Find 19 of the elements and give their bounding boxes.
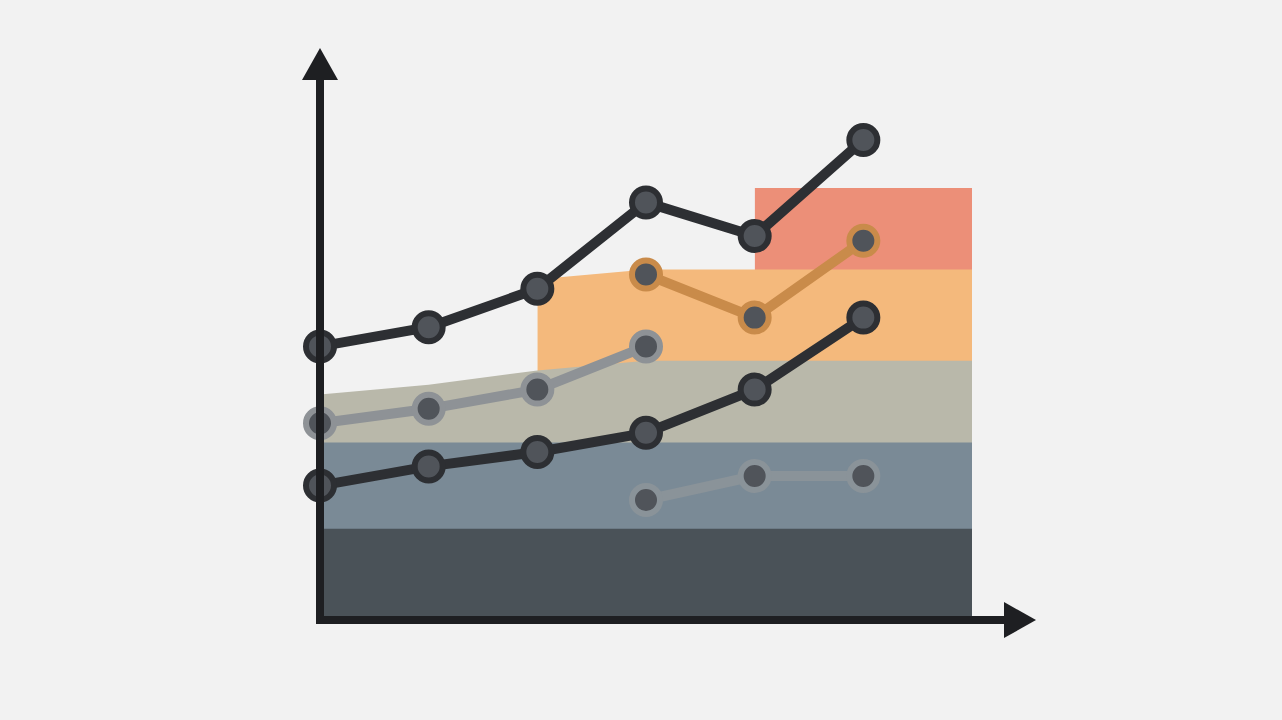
point xyxy=(846,223,881,258)
point xyxy=(846,459,881,493)
point xyxy=(411,449,446,484)
point xyxy=(411,310,446,345)
point xyxy=(629,329,663,364)
point xyxy=(737,459,772,493)
point xyxy=(520,372,555,407)
point xyxy=(629,257,663,292)
point xyxy=(846,123,881,157)
point xyxy=(629,415,663,450)
point xyxy=(520,271,555,306)
point xyxy=(411,391,446,426)
point xyxy=(737,300,772,335)
point xyxy=(737,372,772,407)
point xyxy=(737,219,772,253)
point xyxy=(629,483,663,517)
point xyxy=(629,185,663,220)
point xyxy=(846,300,881,335)
point xyxy=(520,435,555,469)
